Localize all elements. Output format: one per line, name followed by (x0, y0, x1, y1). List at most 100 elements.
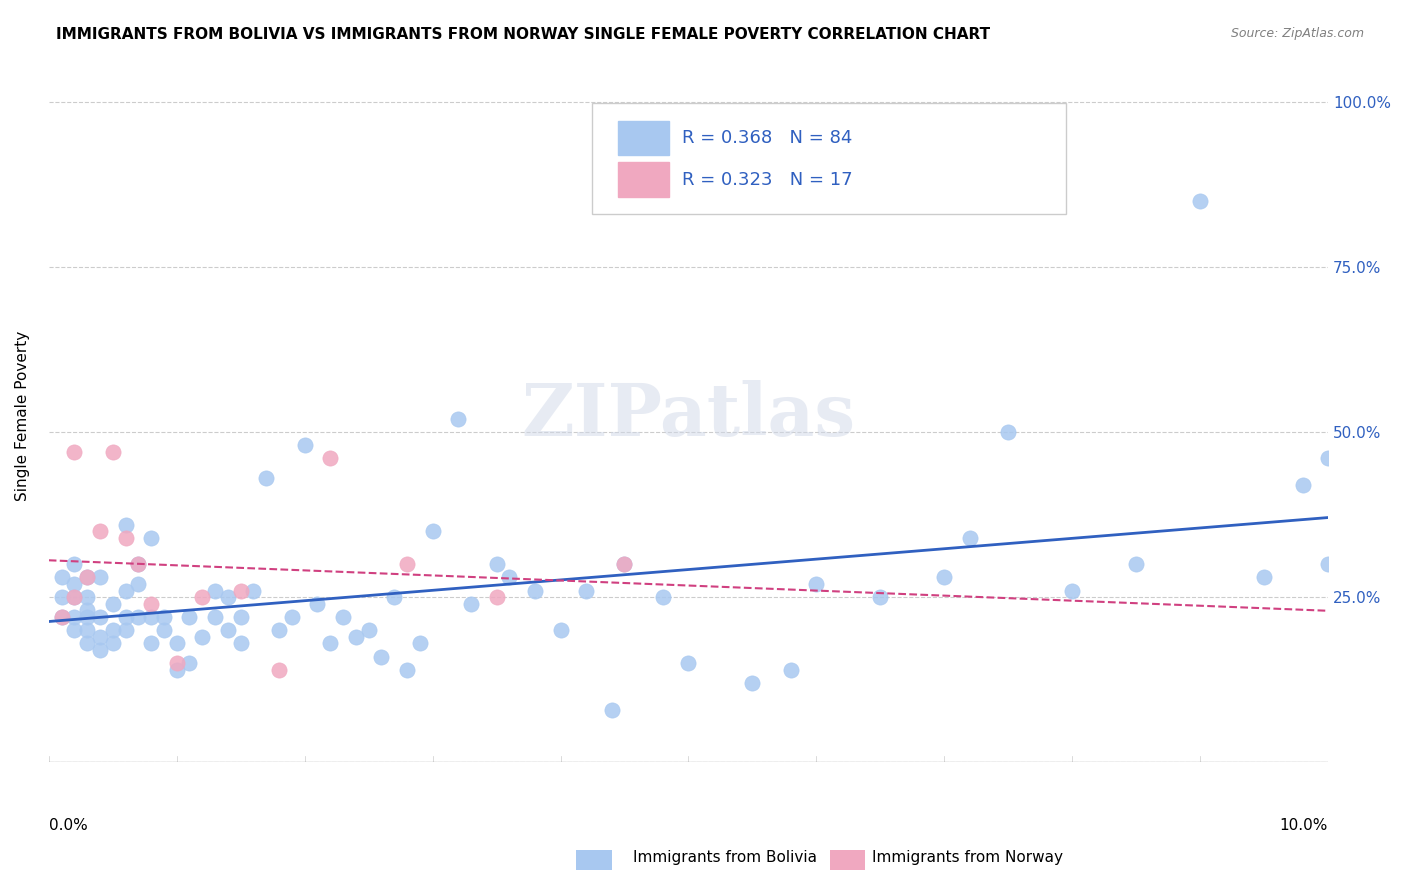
Point (76, 570, 98, 584)
Point (267, 624, 290, 638)
Point (485, 557, 508, 571)
Point (319, 636, 342, 650)
Point (1291, 478, 1313, 492)
Point (63, 577, 86, 591)
Point (344, 630, 367, 644)
Point (422, 524, 444, 538)
Point (395, 663, 418, 677)
Point (1317, 451, 1340, 466)
Point (319, 451, 342, 466)
Point (76, 570, 98, 584)
Point (114, 531, 136, 545)
Point (395, 557, 418, 571)
Point (191, 630, 214, 644)
Point (204, 583, 226, 598)
Point (127, 610, 149, 624)
Point (51, 570, 73, 584)
Point (409, 636, 432, 650)
Point (63, 610, 86, 624)
Point (89, 570, 111, 584)
Point (63, 591, 86, 605)
Text: ZIPatlas: ZIPatlas (522, 380, 855, 451)
Point (89, 610, 111, 624)
Point (89, 524, 111, 538)
Point (127, 557, 149, 571)
Point (678, 657, 700, 671)
Text: Source: ZipAtlas.com: Source: ZipAtlas.com (1230, 27, 1364, 40)
Point (997, 425, 1019, 439)
Point (1125, 557, 1147, 571)
Point (76, 624, 98, 638)
Point (357, 624, 380, 638)
Point (76, 610, 98, 624)
Point (63, 624, 86, 638)
Point (254, 471, 277, 485)
Point (229, 610, 252, 624)
Point (370, 649, 392, 664)
Point (51, 610, 73, 624)
Point (1317, 557, 1340, 571)
Point (139, 597, 162, 611)
Text: R = 0.368   N = 84: R = 0.368 N = 84 (682, 129, 852, 147)
Point (382, 591, 405, 605)
Point (179, 657, 201, 671)
Point (127, 557, 149, 571)
Point (613, 557, 636, 571)
Point (76, 636, 98, 650)
Point (63, 445, 86, 459)
FancyBboxPatch shape (592, 103, 1066, 214)
Point (179, 610, 201, 624)
Y-axis label: Single Female Poverty: Single Female Poverty (15, 330, 30, 500)
Point (806, 577, 828, 591)
Point (779, 663, 801, 677)
Point (166, 657, 188, 671)
Bar (619, 120, 669, 155)
Text: Immigrants from Bolivia: Immigrants from Bolivia (633, 850, 817, 865)
Point (63, 557, 86, 571)
Point (294, 438, 316, 452)
Point (869, 591, 891, 605)
Point (1189, 194, 1212, 208)
Point (281, 610, 304, 624)
Text: 0.0%: 0.0% (49, 818, 87, 833)
Bar (619, 162, 669, 197)
Point (242, 583, 264, 598)
Point (204, 610, 226, 624)
Point (217, 624, 239, 638)
Point (76, 591, 98, 605)
Point (114, 610, 136, 624)
Text: R = 0.323   N = 17: R = 0.323 N = 17 (682, 170, 852, 188)
Point (114, 517, 136, 532)
Text: IMMIGRANTS FROM BOLIVIA VS IMMIGRANTS FROM NORWAY SINGLE FEMALE POVERTY CORRELAT: IMMIGRANTS FROM BOLIVIA VS IMMIGRANTS FR… (56, 27, 990, 42)
Point (101, 624, 124, 638)
Point (651, 591, 673, 605)
Point (550, 624, 572, 638)
Point (166, 663, 188, 677)
Point (1062, 583, 1084, 598)
Point (89, 643, 111, 657)
Point (89, 630, 111, 644)
Point (332, 610, 354, 624)
Point (166, 636, 188, 650)
Point (307, 597, 329, 611)
Point (153, 610, 176, 624)
Point (1253, 570, 1275, 584)
Point (523, 583, 546, 598)
Point (741, 676, 763, 690)
Point (101, 597, 124, 611)
Point (229, 636, 252, 650)
Point (959, 531, 981, 545)
Point (153, 624, 176, 638)
Point (613, 557, 636, 571)
Point (139, 610, 162, 624)
Point (114, 583, 136, 598)
Point (498, 570, 520, 584)
Point (267, 663, 290, 677)
Point (575, 583, 598, 598)
Point (934, 570, 956, 584)
Point (600, 702, 623, 716)
Text: Immigrants from Norway: Immigrants from Norway (872, 850, 1063, 865)
Point (139, 636, 162, 650)
Point (51, 591, 73, 605)
Point (485, 591, 508, 605)
